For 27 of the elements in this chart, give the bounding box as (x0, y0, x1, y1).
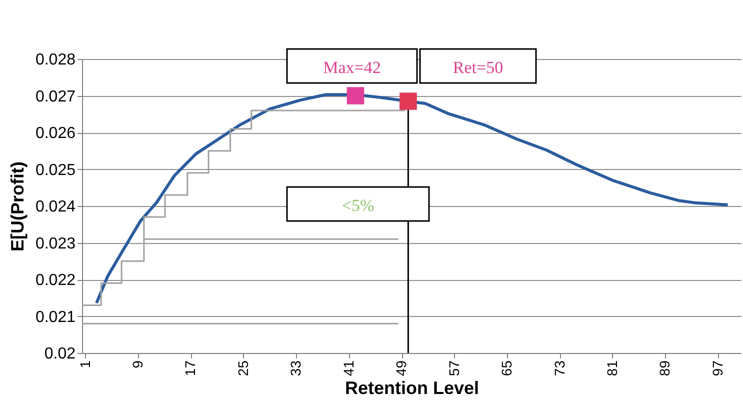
y-axis-title: E[U(Profit) (7, 162, 28, 252)
x-tick-label: 17 (182, 360, 198, 376)
x-tick-label: 33 (288, 360, 304, 376)
x-tick-label: 81 (604, 360, 620, 376)
x-tick-label: 97 (709, 360, 726, 376)
annotation: <5% (342, 196, 374, 215)
y-tick-label: 0.023 (35, 235, 76, 252)
annotation: Max=42 (323, 58, 381, 77)
y-tick-label: 0.024 (35, 198, 76, 216)
x-tick-label: 49 (393, 360, 410, 376)
y-tick-label: 0.028 (35, 52, 76, 68)
x-tick-label: 25 (234, 360, 251, 376)
x-tick-label: 9 (130, 360, 146, 368)
y-tick-label: 0.021 (35, 308, 76, 326)
x-tick-label: 41 (340, 360, 356, 376)
y-tick-label: 0.027 (35, 88, 76, 106)
annotation: Ret=50 (452, 58, 504, 77)
x-tick-label: 73 (551, 360, 568, 376)
y-tick-label: 0.025 (35, 162, 76, 179)
x-tick-label: 65 (498, 360, 515, 376)
y-tick-label: 0.026 (35, 125, 76, 142)
x-axis-title: Retention Level (344, 378, 480, 398)
x-tick-label: 1 (76, 360, 93, 368)
x-tick-label: 89 (656, 360, 673, 376)
y-tick-label: 0.022 (35, 272, 76, 289)
x-tick-label: 57 (446, 360, 462, 376)
y-tick-label: 0.02 (44, 346, 76, 362)
